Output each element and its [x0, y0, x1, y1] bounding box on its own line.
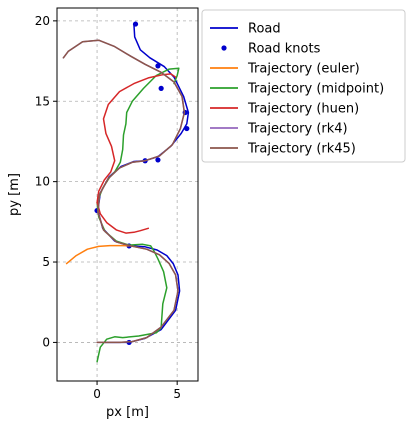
legend-label: Trajectory (euler): [247, 62, 360, 77]
trajectory-euler-line: [65, 244, 134, 265]
x-axis-label: px [m]: [106, 405, 149, 420]
x-tick-label: 0: [93, 387, 101, 401]
trajectory-rk45-line: [62, 39, 186, 344]
legend-label: Trajectory (midpoint): [247, 82, 384, 97]
y-axis-label: py [m]: [7, 173, 22, 216]
x-tick-label: 5: [173, 387, 181, 401]
legend-label: Trajectory (rk45): [247, 142, 356, 157]
axes-frame: [56, 7, 199, 382]
plot-series: [62, 21, 190, 363]
y-tick-label: 10: [35, 175, 50, 189]
legend: Road Road knots Trajectory (euler) Trajecto…: [201, 9, 406, 163]
trajectory-huen-line: [96, 73, 177, 234]
y-tick-label: 0: [42, 335, 50, 349]
legend-label: Trajectory (huen): [247, 102, 359, 117]
road-knots-point: [132, 21, 139, 27]
axis-ticks: 0 5 0 5 10 15 20: [35, 14, 181, 401]
road-knots-point: [155, 157, 161, 163]
legend-label: Road knots: [248, 42, 321, 57]
legend-marker: [221, 45, 227, 51]
trajectory-rk4-line: [62, 39, 186, 344]
y-tick-label: 15: [35, 94, 50, 108]
road-line: [97, 23, 190, 344]
road-knots-point: [158, 85, 164, 91]
legend-label: Trajectory (rk4): [247, 122, 348, 137]
road-knots-point: [155, 63, 161, 69]
legend-label: Road: [248, 22, 281, 37]
y-tick-label: 5: [42, 255, 50, 269]
legend-box: [201, 9, 406, 163]
grid-lines: [57, 8, 198, 381]
trajectory-midpoint-line: [96, 67, 180, 363]
road-knots-point: [184, 125, 190, 132]
y-tick-label: 20: [35, 14, 50, 28]
